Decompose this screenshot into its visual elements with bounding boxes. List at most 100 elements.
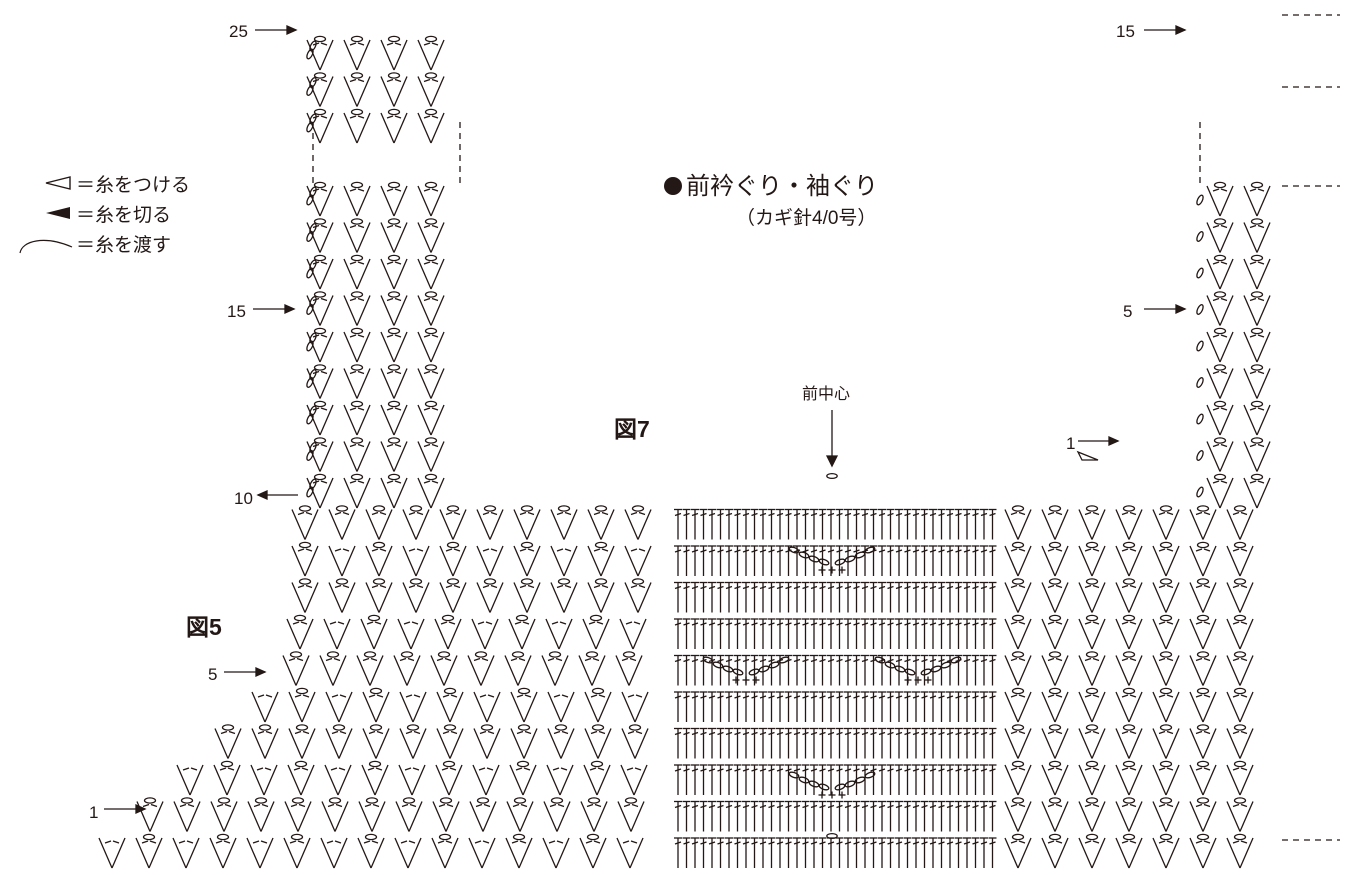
dc-stitch [878,508,886,540]
v-stitch-group [283,833,311,869]
row-arrow-left-5-head [255,666,267,678]
dc-stitch [980,837,988,868]
dc-stitch [835,691,844,722]
dc-stitch [827,800,835,832]
dc-stitch [929,618,937,649]
fan-motif [788,771,876,791]
dc-stitch [861,508,869,540]
dc-stitch [750,691,759,722]
v-stitch-group [1004,833,1032,869]
v-stitch-group [472,764,500,796]
v-stitch-group [380,108,408,144]
dc-stitch [844,837,852,868]
dc-stitch [929,837,937,868]
dc-stitch [912,581,920,613]
dc-stitch [767,618,776,649]
v-stitch-group [286,614,314,650]
dc-stitch [861,654,869,686]
dc-stitch [954,654,963,686]
v-stitch-group [510,687,538,723]
chain-stitch [309,296,317,307]
dc-stitch [674,508,682,540]
v-stitch-group [617,797,645,832]
chain-stitch [309,478,317,490]
dc-stitch [784,764,793,795]
v-stitch-group [1078,833,1106,869]
v-stitch-group [476,578,504,613]
v-stitch-group [246,837,274,869]
dc-stitch [971,764,980,795]
dc-stitch [776,837,784,868]
dc-stitch [920,727,929,759]
v-stitch-group [1041,724,1069,759]
chain-stitch [874,656,886,664]
v-stitch-group [439,541,467,577]
v-stitch-group [1206,254,1234,290]
dc-stitch [725,654,733,686]
dc-stitch [980,545,988,576]
dc-stitch [750,545,759,576]
dc-stitch [801,800,810,832]
v-stitch-group [251,691,279,723]
dc-stitch [699,837,708,868]
v-stitch-group [380,72,408,107]
dc-stitch [818,727,827,759]
dc-stitch [971,508,980,540]
v-stitch-group [1226,651,1254,686]
sc-stitch [732,676,740,684]
dc-stitch [861,691,869,722]
dc-stitch [699,800,708,832]
v-stitch-group [360,614,388,650]
v-stitch-group [508,614,536,650]
v-stitch-group [1078,578,1106,613]
dc-stitch [725,581,733,613]
dc-stitch [886,800,895,832]
dc-stitch [861,800,869,832]
attach-yarn-triangle-icon [1076,450,1099,461]
dc-stitch [716,508,725,540]
v-stitch-group [436,687,464,723]
dc-stitch [682,764,691,795]
v-stitch-group [380,400,408,436]
dc-stitch [801,691,810,722]
dc-stitch [903,837,912,868]
row-arrow-right-15-head [1175,24,1187,36]
row-marker-right-5: 5 [1123,302,1133,321]
v-stitch-group [587,541,615,577]
dc-stitch [946,837,954,868]
dc-stitch [980,691,988,722]
stitch-pattern [98,14,1340,869]
v-stitch-group [328,578,356,613]
dc-stitch [946,764,954,795]
fan-motif [702,656,790,676]
v-stitch-group [306,218,334,253]
v-stitch-group [380,473,408,509]
dc-stitch [929,691,937,722]
v-stitch-group [213,760,241,796]
dc-stitch [835,508,844,540]
v-stitch-group [1243,400,1271,436]
dc-stitch [708,618,716,649]
v-stitch-group [319,651,347,686]
dc-stitch [759,691,767,722]
v-stitch-group [306,327,334,363]
legend: ＝糸をつける ＝糸を切る ＝糸を渡す [19,168,190,258]
dc-stitch [742,545,750,576]
v-stitch-group [506,797,534,832]
dc-stitch [708,727,716,759]
v-stitch-group [1189,578,1217,613]
dc-stitch [674,581,682,613]
v-stitch-group [209,833,237,869]
dc-stitch [912,727,920,759]
dc-stitch [903,581,912,613]
row-marker-left-25: 25 [229,22,248,41]
dc-stitch [954,837,963,868]
v-stitch-group [1041,760,1069,796]
dc-stitch [818,618,827,649]
dc-stitch [903,618,912,649]
dc-stitch [793,691,801,722]
dc-stitch [827,618,835,649]
v-stitch-group [398,764,426,796]
chain-stitch [1196,450,1204,461]
chain-stitch [712,661,724,669]
